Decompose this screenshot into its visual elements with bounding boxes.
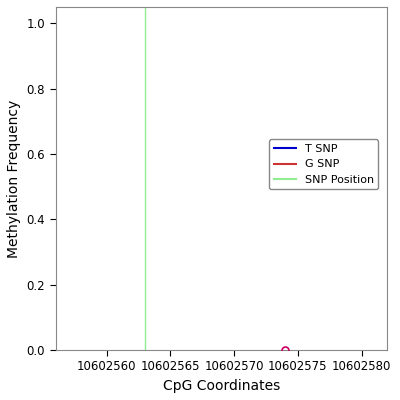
Y-axis label: Methylation Frequency: Methylation Frequency: [7, 99, 21, 258]
Legend: T SNP, G SNP, SNP Position: T SNP, G SNP, SNP Position: [269, 140, 378, 190]
X-axis label: CpG Coordinates: CpG Coordinates: [163, 379, 280, 393]
